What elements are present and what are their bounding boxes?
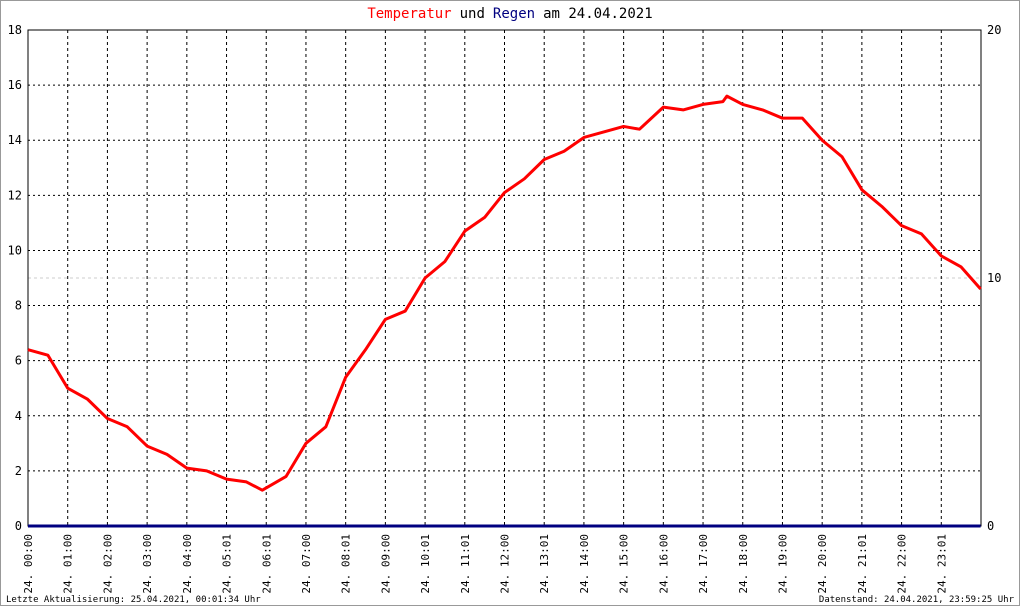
x-tick-label: 24. 20:00: [816, 534, 829, 594]
y-tick-label: 16: [8, 78, 22, 92]
footer-left: Letzte Aktualisierung: 25.04.2021, 00:01…: [6, 595, 261, 605]
x-tick-label: 24. 01:00: [62, 534, 75, 594]
y-tick-label: 0: [15, 519, 22, 533]
title-part: am 24.04.2021: [543, 6, 653, 22]
y2-tick-label: 10: [987, 271, 1001, 285]
x-tick-label: 24. 23:01: [935, 534, 948, 594]
y-tick-label: 4: [15, 409, 22, 423]
y-tick-label: 12: [8, 188, 22, 202]
title-part: Regen: [493, 6, 535, 22]
x-tick-label: 24. 11:01: [459, 534, 472, 594]
x-tick-label: 24. 00:00: [22, 534, 35, 594]
x-tick-label: 24. 16:00: [657, 534, 670, 594]
y-tick-label: 6: [15, 354, 22, 368]
x-tick-label: 24. 22:00: [896, 534, 909, 594]
x-tick-label: 24. 21:01: [856, 534, 869, 594]
x-tick-label: 24. 17:00: [697, 534, 710, 594]
x-tick-label: 24. 13:01: [538, 534, 551, 594]
x-tick-label: 24. 07:00: [300, 534, 313, 594]
title-part: Temperatur: [367, 6, 451, 22]
y-tick-label: 2: [15, 464, 22, 478]
x-tick-label: 24. 06:01: [260, 534, 273, 594]
x-tick-label: 24. 02:00: [101, 534, 114, 594]
y2-tick-label: 20: [987, 23, 1001, 37]
y-tick-label: 10: [8, 243, 22, 257]
x-tick-label: 24. 08:01: [340, 534, 353, 594]
x-tick-label: 24. 09:00: [379, 534, 392, 594]
x-tick-label: 24. 14:00: [578, 534, 591, 594]
footer-right: Datenstand: 24.04.2021, 23:59:25 Uhr: [819, 595, 1015, 605]
x-tick-label: 24. 18:00: [737, 534, 750, 594]
x-tick-label: 24. 19:00: [776, 534, 789, 594]
y-tick-label: 18: [8, 23, 22, 37]
chart-title: Temperatur und Regen am 24.04.2021: [367, 6, 652, 22]
x-tick-label: 24. 15:00: [618, 534, 631, 594]
x-tick-label: 24. 04:00: [181, 534, 194, 594]
x-tick-label: 24. 12:00: [499, 534, 512, 594]
x-tick-label: 24. 03:00: [141, 534, 154, 594]
title-part: und: [460, 6, 485, 22]
y2-tick-label: 0: [987, 519, 994, 533]
y-tick-label: 14: [8, 133, 22, 147]
x-tick-label: 24. 10:01: [419, 534, 432, 594]
x-tick-label: 24. 05:01: [221, 534, 234, 594]
line-series: [27, 94, 982, 492]
y-tick-label: 8: [15, 299, 22, 313]
